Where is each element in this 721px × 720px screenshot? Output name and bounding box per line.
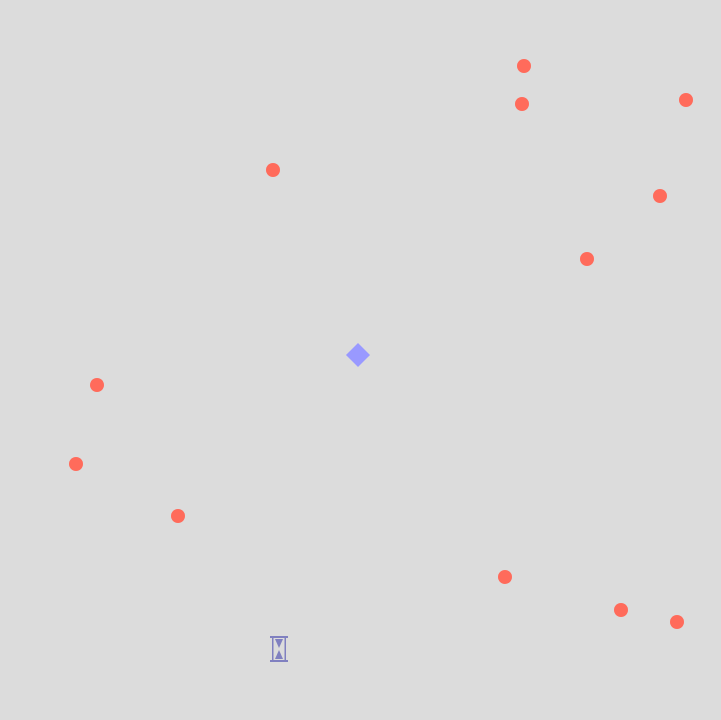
enemy-dot xyxy=(171,509,185,523)
enemy-dot xyxy=(266,163,280,177)
enemy-dot xyxy=(653,189,667,203)
hourglass-icon[interactable] xyxy=(269,635,289,663)
enemy-dot xyxy=(69,457,83,471)
enemy-dot xyxy=(580,252,594,266)
enemy-dot xyxy=(670,615,684,629)
enemy-dot xyxy=(679,93,693,107)
enemy-dot xyxy=(90,378,104,392)
enemy-dot xyxy=(517,59,531,73)
enemy-dot xyxy=(614,603,628,617)
enemy-dot xyxy=(498,570,512,584)
enemy-dot xyxy=(515,97,529,111)
player-diamond-icon[interactable] xyxy=(345,342,371,368)
